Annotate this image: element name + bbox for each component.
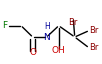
Text: F: F xyxy=(2,21,7,30)
Text: Br: Br xyxy=(69,18,78,27)
Text: OH: OH xyxy=(52,46,66,55)
Text: H: H xyxy=(44,22,50,31)
Text: N: N xyxy=(43,33,50,42)
Text: Br: Br xyxy=(89,43,98,52)
Text: Br: Br xyxy=(89,26,98,35)
Text: O: O xyxy=(29,48,36,57)
